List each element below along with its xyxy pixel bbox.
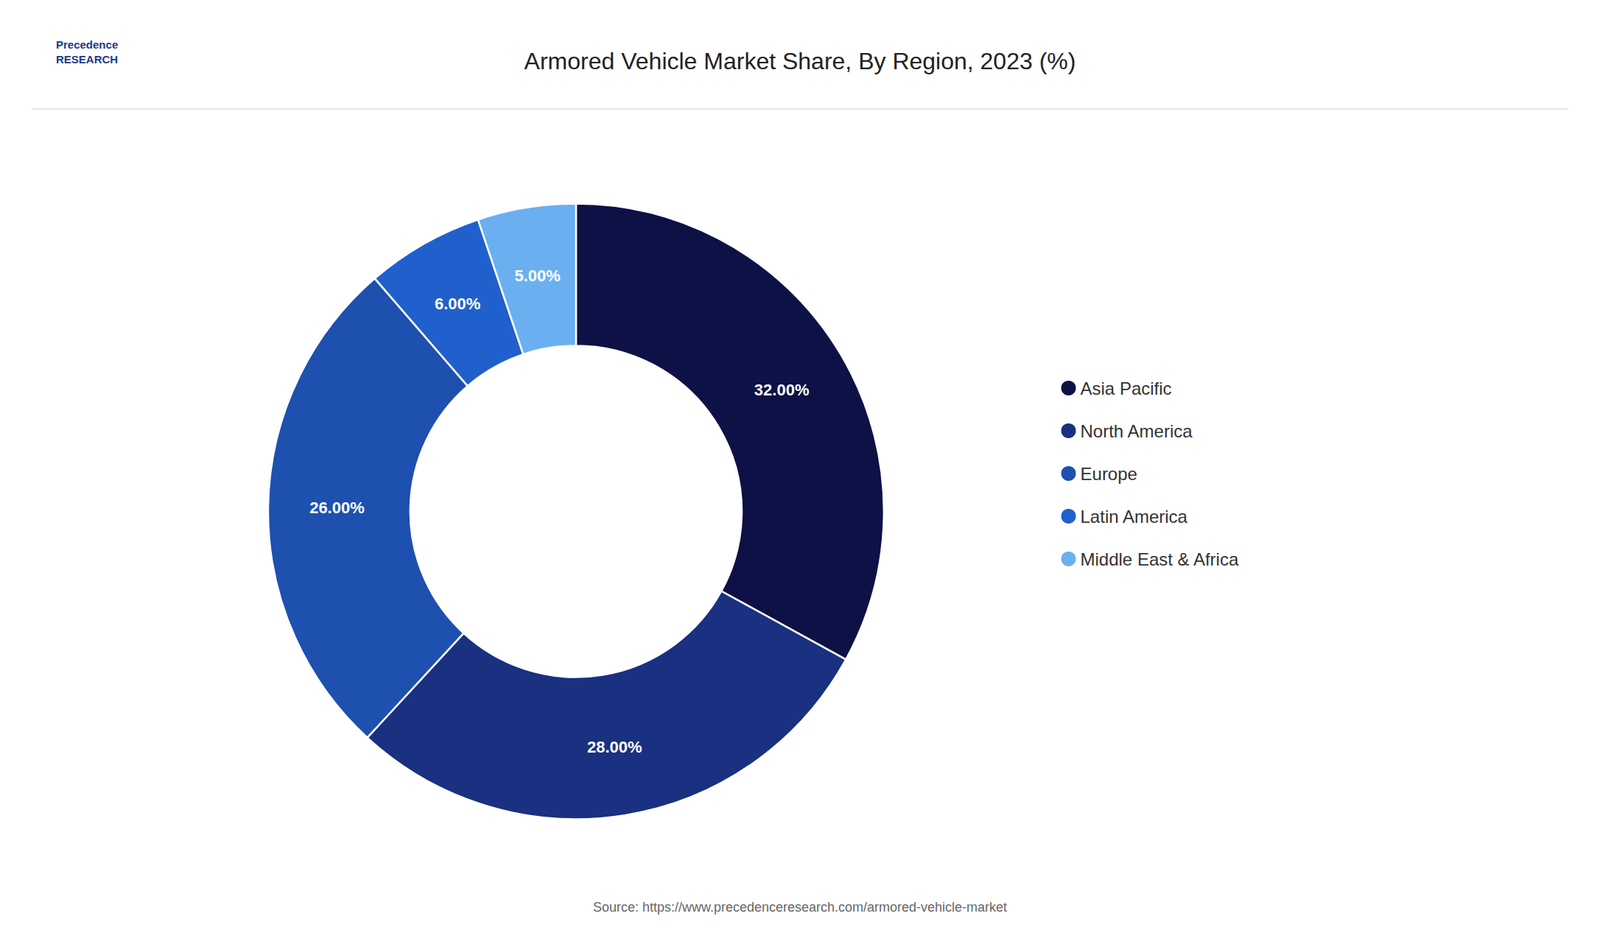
svg-text:Latin America: Latin America [1080,506,1189,527]
svg-text:6.00%: 6.00% [434,294,481,314]
svg-text:Asia Pacific: Asia Pacific [1080,378,1173,399]
svg-text:28.00%: 28.00% [587,738,643,757]
svg-text:North America: North America [1080,421,1194,442]
svg-text:Precedence: Precedence [55,38,118,51]
svg-text:5.00%: 5.00% [514,266,560,286]
svg-text:Europe: Europe [1080,464,1138,484]
svg-text:26.00%: 26.00% [309,498,365,518]
svg-text:RESEARCH: RESEARCH [55,53,118,66]
svg-text:Armored Vehicle Market Share,: Armored Vehicle Market Share, By Region,… [524,47,1077,75]
svg-text:Middle East & Africa: Middle East & Africa [1080,549,1240,570]
svg-text:Source: https://www.precedence: Source: https://www.precedenceresearch.c… [593,900,1007,915]
svg-text:32.00%: 32.00% [754,380,810,400]
